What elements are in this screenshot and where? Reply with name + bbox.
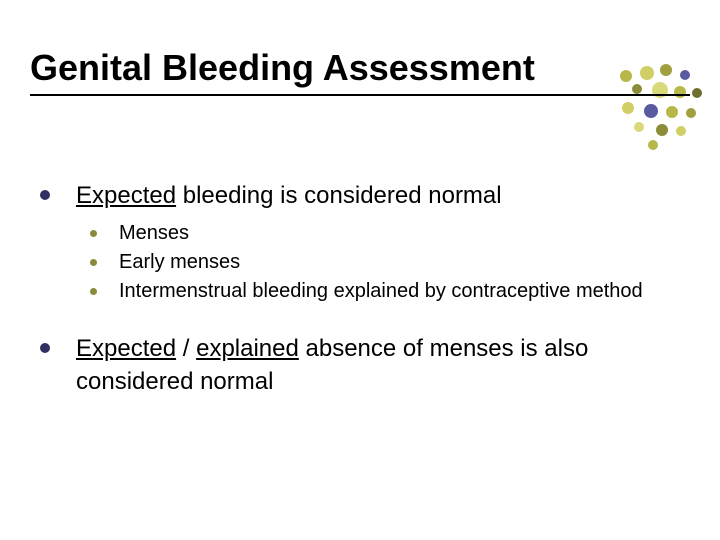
content-area: Expected bleeding is considered normal Me… xyxy=(40,180,680,414)
decor-dot xyxy=(648,140,658,150)
sub-list-item-text: Early menses xyxy=(119,249,240,276)
sub-list: MensesEarly mensesIntermenstrual bleedin… xyxy=(90,220,680,305)
list-item-text: Expected bleeding is considered normal xyxy=(76,180,502,212)
title-block: Genital Bleeding Assessment xyxy=(30,48,690,96)
sub-list-item-text: Menses xyxy=(119,220,189,247)
bullet-icon xyxy=(90,259,97,266)
decor-dot xyxy=(656,124,668,136)
slide: Genital Bleeding Assessment Expected ble… xyxy=(0,0,720,540)
bullet-icon xyxy=(40,190,50,200)
list-item-text: Expected / explained absence of menses i… xyxy=(76,333,680,398)
decor-dot xyxy=(666,106,678,118)
sub-list-item: Early menses xyxy=(90,249,680,276)
list-item: Expected bleeding is considered normal xyxy=(40,180,680,212)
decor-dot xyxy=(676,126,686,136)
list-item: Expected / explained absence of menses i… xyxy=(40,333,680,398)
decor-dot xyxy=(634,122,644,132)
bullet-icon xyxy=(90,288,97,295)
title-underline xyxy=(30,94,690,96)
decor-dot xyxy=(686,108,696,118)
bullet-icon xyxy=(40,343,50,353)
decor-dot xyxy=(622,102,634,114)
slide-title: Genital Bleeding Assessment xyxy=(30,48,690,88)
sub-list-item: Intermenstrual bleeding explained by con… xyxy=(90,278,680,305)
sub-list-item: Menses xyxy=(90,220,680,247)
decor-dot xyxy=(644,104,658,118)
decor-dot xyxy=(692,88,702,98)
sub-list-item-text: Intermenstrual bleeding explained by con… xyxy=(119,278,643,305)
bullet-icon xyxy=(90,230,97,237)
